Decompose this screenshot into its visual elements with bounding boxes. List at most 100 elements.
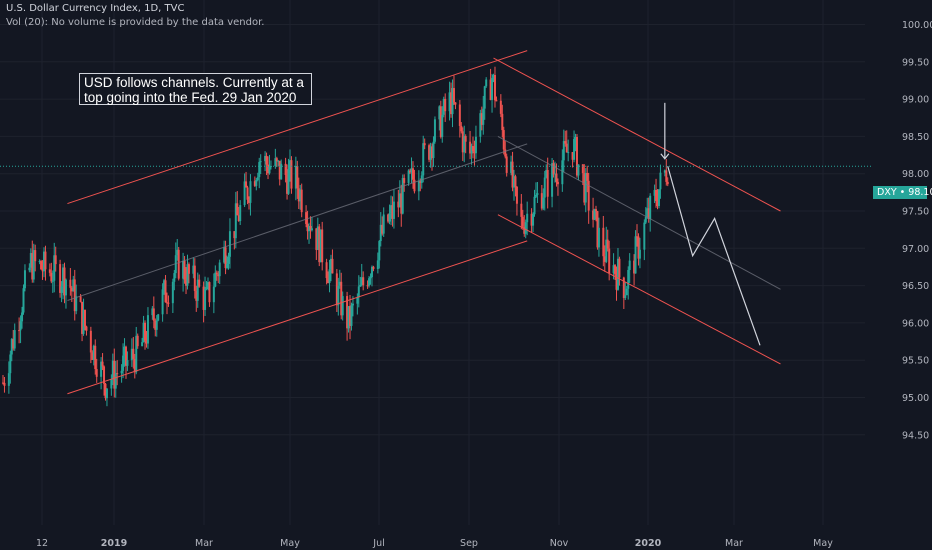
time-axis-label: Mar <box>725 538 743 549</box>
candle-body <box>444 98 447 112</box>
candle-body <box>224 247 227 268</box>
candle-body <box>72 279 75 292</box>
candle-body <box>543 177 546 198</box>
candlestick-series <box>2 66 669 407</box>
candle-body <box>328 269 331 283</box>
candle-body <box>196 279 199 301</box>
candle-body <box>275 158 278 162</box>
candle-body <box>571 152 574 160</box>
candle-body <box>511 161 514 188</box>
candle-body <box>239 205 242 221</box>
candle-body <box>441 114 444 137</box>
candle-body <box>583 173 586 203</box>
candle-body <box>472 146 475 152</box>
candle-body <box>21 312 24 322</box>
mid-channel-line-2 <box>497 135 781 290</box>
candle-body <box>123 346 126 356</box>
candle-body <box>448 92 451 112</box>
candle-body <box>505 156 508 173</box>
candle-body <box>48 269 51 273</box>
candle-body <box>89 330 92 353</box>
candle-body <box>113 360 116 389</box>
candle-body <box>32 250 35 280</box>
candle-body <box>340 281 343 316</box>
candle-body <box>294 166 297 189</box>
candle-body <box>561 160 564 185</box>
candle-body <box>321 229 324 263</box>
price-axis-label: 98.00 <box>902 169 929 180</box>
candle-body <box>439 106 442 137</box>
candle-body <box>351 303 354 306</box>
candle-body <box>573 139 576 160</box>
candle-body <box>316 226 319 250</box>
candle-body <box>136 335 139 347</box>
text-annotation[interactable]: USD follows channels. Currently at a top… <box>79 73 312 105</box>
price-axis-label: 94.50 <box>902 430 929 441</box>
candle-body <box>422 143 425 176</box>
candle-body <box>40 261 43 270</box>
candle-body <box>362 277 365 286</box>
candle-body <box>104 383 107 399</box>
candle-body <box>622 277 625 298</box>
candle-body <box>474 136 477 154</box>
candle-body <box>206 282 209 287</box>
candle-body <box>7 373 10 386</box>
candle-body <box>410 168 413 173</box>
candle-body <box>277 160 280 162</box>
candle-body <box>638 249 641 259</box>
candle-body <box>116 373 119 375</box>
candle-body <box>554 173 557 175</box>
candle-body <box>141 342 144 347</box>
candle-body <box>83 309 86 327</box>
candle-body <box>212 286 215 303</box>
candle-body <box>135 335 138 373</box>
candle-body <box>63 267 66 296</box>
candle-body <box>296 166 299 189</box>
candle-body <box>492 75 495 78</box>
candle-body <box>28 267 31 271</box>
candle-body <box>461 131 464 153</box>
candle-body <box>452 88 455 103</box>
candle-body <box>300 189 303 213</box>
candle-body <box>542 197 545 209</box>
candle-body <box>575 137 578 176</box>
candle-body <box>382 214 385 234</box>
candle-body <box>171 281 174 304</box>
candle-body <box>31 253 34 280</box>
candle-body <box>469 141 472 154</box>
candle-body <box>173 273 176 282</box>
candle-body <box>243 181 246 206</box>
candle-body <box>338 281 341 286</box>
candle-body <box>633 260 636 274</box>
candle-body <box>306 223 309 232</box>
candle-body <box>193 265 196 291</box>
candle-body <box>280 163 283 180</box>
candle-body <box>612 265 615 274</box>
candle-body <box>643 222 646 250</box>
last-price-tag: DXY • 98.10 <box>873 186 932 199</box>
candle-body <box>360 277 363 285</box>
time-axis-label: May <box>280 538 300 549</box>
candle-body <box>564 141 567 144</box>
candle-body <box>663 170 666 173</box>
candle-body <box>592 210 595 220</box>
candle-body <box>454 102 457 105</box>
candle-body <box>495 100 498 102</box>
candle-body <box>60 286 63 293</box>
candle-body <box>567 152 570 154</box>
candle-body <box>473 151 476 154</box>
candle-body <box>79 296 82 302</box>
candle-body <box>69 279 72 288</box>
candle-body <box>177 249 180 279</box>
candle-body <box>346 296 349 329</box>
candle-body <box>13 330 16 349</box>
candle-body <box>122 355 125 371</box>
price-axis: 94.50 95.00 95.50 96.00 96.50 97.00 97.50 98.00… <box>902 20 932 441</box>
candle-body <box>411 168 414 180</box>
candle-body <box>417 181 420 192</box>
candle-body <box>319 229 322 263</box>
candle-body <box>329 258 332 270</box>
candle-body <box>514 176 517 187</box>
candle-body <box>483 86 486 109</box>
